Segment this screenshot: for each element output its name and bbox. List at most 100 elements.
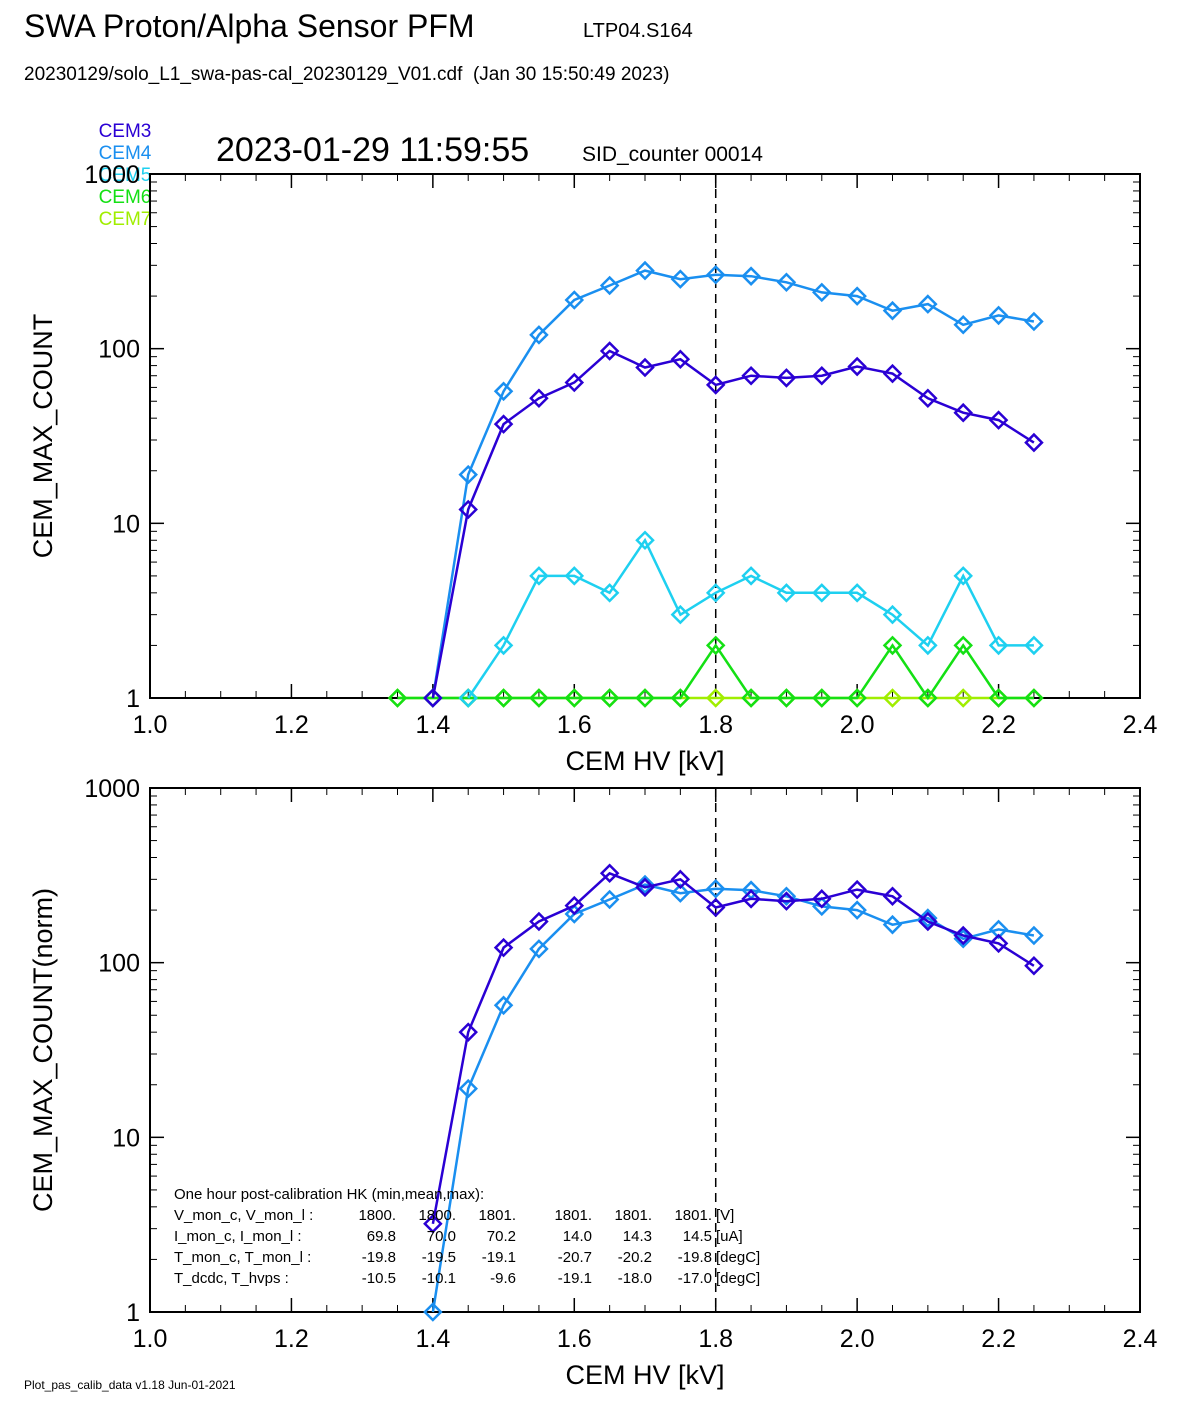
series-line [467,537,1034,699]
data-point [812,365,832,386]
data-point [670,269,691,289]
y-tick-label: 1000 [84,161,140,189]
x-tick-label: 1.2 [274,711,309,739]
data-point [635,688,655,708]
data-point [918,911,938,932]
plot-2: 1.0 1.2 1.4 1.6 1.8 2.0 2.2 2.4 1 10 100 1000 CEM HV… [28,775,1157,1390]
data-point [918,294,938,314]
data-point [705,583,726,603]
legend-cem7: CEM7 [98,209,152,230]
hk-value-l: -18.0 [618,1270,652,1287]
data-point [812,282,832,303]
hk-value-l: 14.5 [683,1228,712,1245]
data-point [776,891,797,911]
data-point [599,341,620,361]
data-point [670,883,691,903]
data-point [705,635,726,656]
y-tick-label: 100 [98,336,140,364]
series-line [431,269,1035,699]
data-point [847,286,867,306]
data-point [741,889,761,909]
data-point [847,900,867,920]
data-point [458,499,478,520]
data-point [953,566,973,586]
data-point [670,869,691,890]
data-point [918,388,938,409]
data-point [599,583,620,603]
data-point [564,904,585,924]
series-line [431,883,1035,1313]
data-point [776,583,797,603]
data-point [635,874,655,895]
data-point [776,272,797,293]
hk-unit: [V] [716,1207,734,1224]
data-point [599,275,620,296]
hk-value-l: -19.8 [678,1249,712,1266]
hk-row-label: I_mon_c, I_mon_l : [174,1228,302,1245]
page-title: SWA Proton/Alpha Sensor PFM [24,8,475,44]
data-point [847,688,867,708]
data-point [564,372,585,393]
hk-value-l: -17.0 [678,1270,712,1287]
data-point [670,688,691,708]
hk-heading: One hour post-calibration HK (min,mean,m… [174,1186,484,1203]
hk-unit: [degC] [716,1270,760,1287]
x-tick-label: 1.8 [698,1325,733,1353]
hk-value-l: 1801. [554,1207,592,1224]
hk-annotation: One hour post-calibration HK (min,mean,m… [174,1186,760,1287]
x-tick-label: 2.2 [981,1325,1016,1353]
data-point [423,1302,443,1322]
data-point [493,937,514,958]
data-point [741,688,761,708]
y-tick-label: 1000 [84,775,140,803]
data-point [635,357,655,378]
hk-value-c: 1800. [358,1207,396,1224]
x-tick-label: 1.2 [274,1325,309,1353]
x-tick-label: 1.6 [557,711,592,739]
x-tick-label: 2.2 [981,711,1016,739]
legend-cem5: CEM5 [98,165,152,186]
data-point [529,688,549,708]
legend-cem4: CEM4 [98,143,152,164]
data-point [705,688,726,708]
data-point [918,908,938,928]
hk-unit: [degC] [716,1249,760,1266]
data-point [776,368,797,388]
data-point [1024,311,1044,332]
hk-value-c: -10.5 [362,1270,396,1287]
data-point [635,530,655,551]
data-point [847,879,867,900]
hk-value-c: 1801. [478,1207,516,1224]
hk-value-l: 1801. [614,1207,652,1224]
data-point [458,688,478,708]
data-point [670,349,691,369]
data-point [458,1078,478,1099]
data-point [812,889,832,909]
x-tick-label: 1.0 [133,1325,168,1353]
x-tick-label: 2.4 [1123,1325,1158,1353]
y-tick-label: 1 [126,1299,140,1327]
footer-version: Plot_pas_calib_data v1.18 Jun-01-2021 [24,1378,236,1392]
y-axis-label: CEM_MAX_COUNT(norm) [28,888,58,1212]
data-point [988,919,1009,940]
x-tick-label: 2.4 [1123,711,1158,739]
data-point [493,381,514,402]
data-point [812,896,832,917]
plot-1: 1.0 1.2 1.4 1.6 1.8 2.0 2.2 2.4 1 10 100 1000 CEM HV… [28,161,1157,776]
hk-value-c: 70.2 [487,1228,516,1245]
data-point [776,688,797,708]
data-point [988,635,1009,656]
data-point [493,995,514,1016]
data-point [847,356,867,377]
data-point [988,688,1009,708]
hk-value-c: -19.8 [362,1249,396,1266]
data-point [635,260,655,281]
hk-value-c: -9.6 [490,1270,516,1287]
data-point [812,688,832,708]
hk-value-c: -19.5 [422,1249,456,1266]
data-point [847,583,867,603]
hk-value-l: -19.1 [558,1270,592,1287]
hk-row-label: V_mon_c, V_mon_l : [174,1207,313,1224]
data-point [705,897,726,918]
